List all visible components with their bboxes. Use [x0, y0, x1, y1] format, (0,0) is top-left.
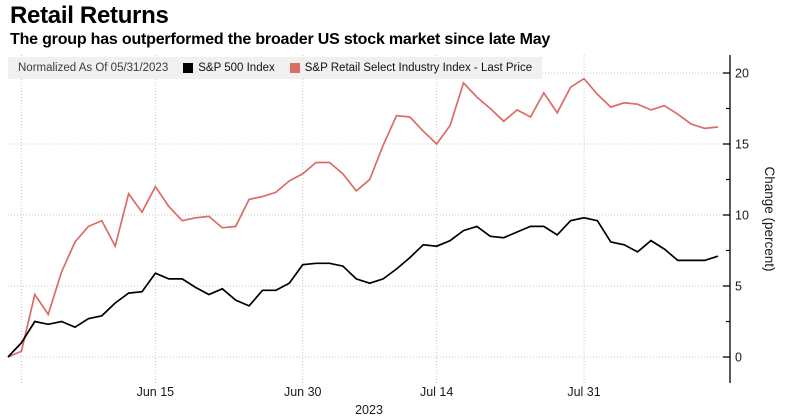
legend-item-retail: S&P Retail Select Industry Index - Last …	[289, 62, 533, 74]
x-tick-label: Jul 31	[567, 385, 600, 399]
y-tick-label: 15	[735, 137, 749, 151]
page-title: Retail Returns	[10, 2, 169, 29]
y-tick-label: 0	[735, 350, 742, 364]
legend-normalized-label: Normalized As Of 05/31/2023	[18, 62, 169, 74]
legend-item-label: S&P 500 Index	[198, 62, 275, 74]
chart-legend: Normalized As Of 05/31/2023 S&P 500 Inde…	[8, 57, 543, 79]
x-tick-label: Jun 15	[137, 385, 175, 399]
series-line-retail	[7, 77, 719, 358]
x-tick-label: Jun 30	[284, 385, 322, 399]
y-tick-label: 10	[735, 208, 749, 222]
y-axis-title: Change (percent)	[762, 166, 777, 271]
legend-item-label: S&P Retail Select Industry Index - Last …	[304, 62, 533, 74]
x-tick-label: Jul 14	[420, 385, 453, 399]
series-line-sp500	[7, 216, 719, 358]
page-subtitle: The group has outperformed the broader U…	[10, 31, 551, 48]
y-tick-label: 5	[735, 279, 742, 293]
sp500-swatch-icon	[183, 63, 194, 73]
legend-item-sp500: S&P 500 Index	[183, 62, 275, 74]
x-axis-year-label: 2023	[355, 403, 383, 417]
y-tick-label: 20	[735, 66, 749, 80]
retail-swatch-icon	[289, 63, 300, 73]
